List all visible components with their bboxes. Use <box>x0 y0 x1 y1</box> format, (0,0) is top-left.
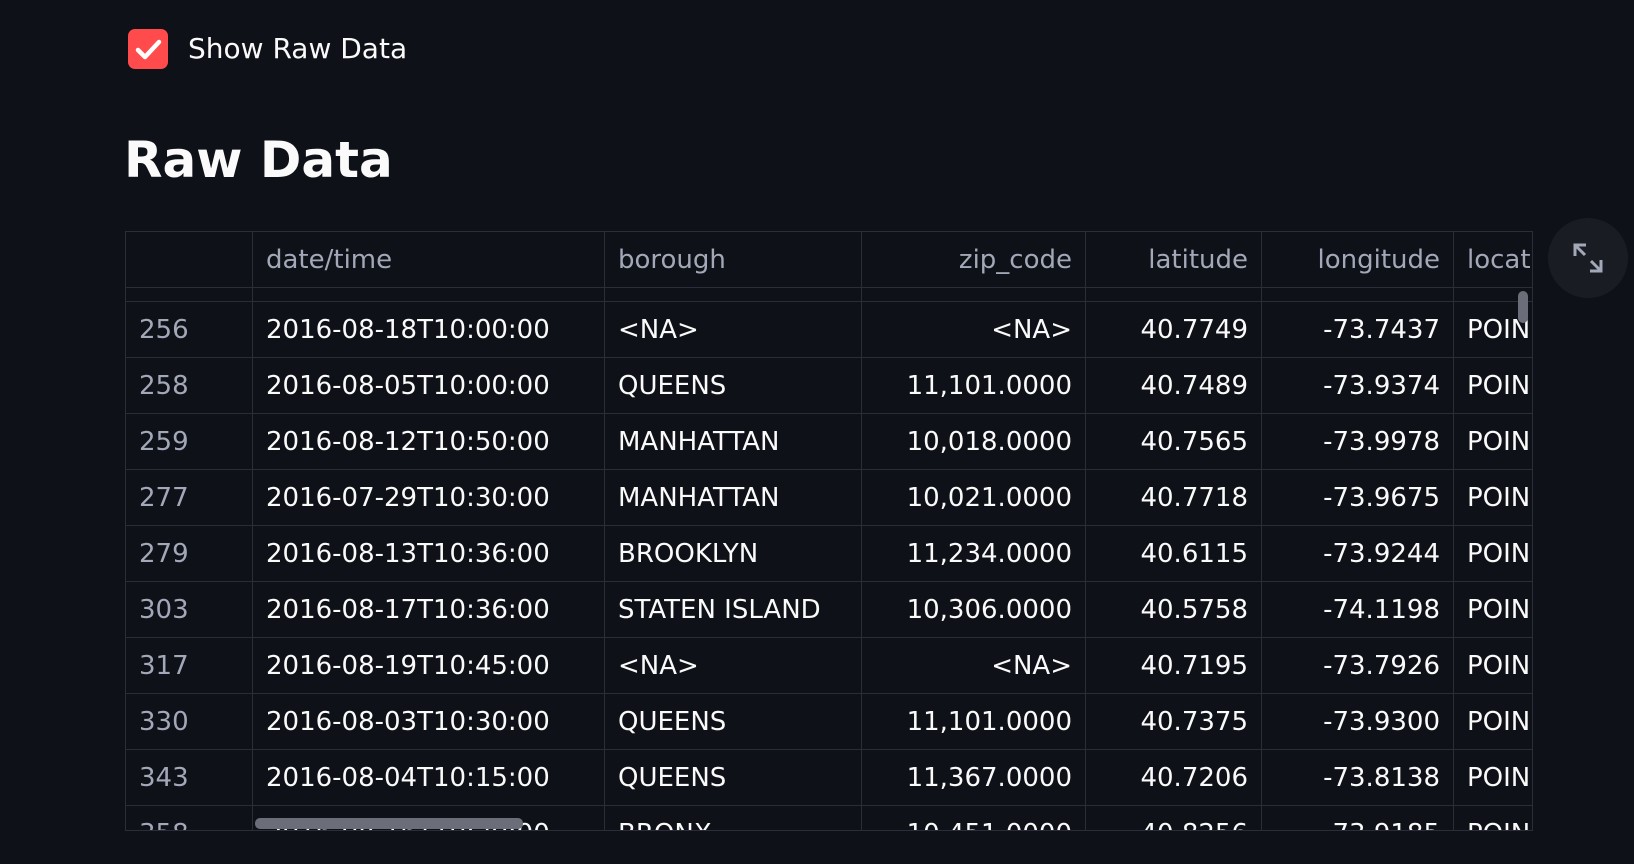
table-cell: -73.8138 <box>1262 750 1454 806</box>
table-cell: POIN <box>1454 414 1532 470</box>
table-cell: 40.7489 <box>1086 358 1262 414</box>
table-cell: 2016-08-13T10:36:00 <box>253 526 605 582</box>
table-cell: <NA> <box>605 302 862 358</box>
table-cell: 40.7375 <box>1086 694 1262 750</box>
table-cell: 11,367.0000 <box>862 750 1086 806</box>
partial-row <box>1454 288 1532 302</box>
table-cell: MANHATTAN <box>605 470 862 526</box>
index-header <box>126 232 253 288</box>
table-cell: 2016-08-19T10:45:00 <box>253 638 605 694</box>
table-cell: QUEENS <box>605 694 862 750</box>
partial-row <box>605 288 862 302</box>
table-cell: QUEENS <box>605 750 862 806</box>
table-cell: 10,451.0000 <box>862 806 1086 830</box>
row-index: 317 <box>126 638 253 694</box>
table-cell: 40.5758 <box>1086 582 1262 638</box>
table-cell: -73.9300 <box>1262 694 1454 750</box>
table-cell: QUEENS <box>605 358 862 414</box>
table-cell: POIN <box>1454 302 1532 358</box>
table-cell: POIN <box>1454 638 1532 694</box>
table-cell: 2016-07-29T10:30:00 <box>253 470 605 526</box>
table-cell: 2016-08-03T10:30:00 <box>253 694 605 750</box>
column-header: longitude <box>1262 232 1454 288</box>
table-cell: -73.9244 <box>1262 526 1454 582</box>
table-cell: 40.7206 <box>1086 750 1262 806</box>
column-header: date/time <box>253 232 605 288</box>
row-index: 303 <box>126 582 253 638</box>
row-index: 343 <box>126 750 253 806</box>
check-icon <box>135 39 162 60</box>
horizontal-scrollbar[interactable] <box>255 818 523 829</box>
table-cell: POIN <box>1454 358 1532 414</box>
table-cell: <NA> <box>862 302 1086 358</box>
table-cell: 11,101.0000 <box>862 358 1086 414</box>
heading: Raw Data <box>124 131 393 189</box>
table-cell: POIN <box>1454 526 1532 582</box>
table-cell: 40.7718 <box>1086 470 1262 526</box>
column-header: zip_code <box>862 232 1086 288</box>
row-index: 279 <box>126 526 253 582</box>
row-index: 330 <box>126 694 253 750</box>
table-cell: 2016-08-12T10:50:00 <box>253 414 605 470</box>
column-header: locat <box>1454 232 1532 288</box>
partial-row <box>126 288 253 302</box>
table-cell: 40.8256 <box>1086 806 1262 830</box>
row-index: 256 <box>126 302 253 358</box>
table-cell: BROOKLYN <box>605 526 862 582</box>
table-cell: -73.9185 <box>1262 806 1454 830</box>
table-cell: -74.1198 <box>1262 582 1454 638</box>
table-cell: 40.7195 <box>1086 638 1262 694</box>
table-cell: 11,234.0000 <box>862 526 1086 582</box>
column-header: borough <box>605 232 862 288</box>
row-index: 258 <box>126 358 253 414</box>
expand-button[interactable] <box>1548 218 1628 298</box>
partial-row <box>1086 288 1262 302</box>
row-index: 277 <box>126 470 253 526</box>
checkbox[interactable] <box>128 29 168 69</box>
row-index: 259 <box>126 414 253 470</box>
table-cell: POIN <box>1454 694 1532 750</box>
table-cell: 10,021.0000 <box>862 470 1086 526</box>
table-cell: <NA> <box>862 638 1086 694</box>
table-cell: BRONX <box>605 806 862 830</box>
table-cell: -73.9675 <box>1262 470 1454 526</box>
table-cell: 10,306.0000 <box>862 582 1086 638</box>
table-cell: POIN <box>1454 806 1532 830</box>
table-cell: 2016-08-18T10:00:00 <box>253 302 605 358</box>
table-cell: -73.7437 <box>1262 302 1454 358</box>
table-cell: 2016-08-17T10:36:00 <box>253 582 605 638</box>
table-cell: POIN <box>1454 582 1532 638</box>
table-cell: <NA> <box>605 638 862 694</box>
table-cell: 2016-08-05T10:00:00 <box>253 358 605 414</box>
table-cell: STATEN ISLAND <box>605 582 862 638</box>
table-cell: MANHATTAN <box>605 414 862 470</box>
table-cell: 40.7749 <box>1086 302 1262 358</box>
expand-icon <box>1573 243 1603 273</box>
table-cell: POIN <box>1454 750 1532 806</box>
partial-row <box>253 288 605 302</box>
table-cell: 40.6115 <box>1086 526 1262 582</box>
data-table[interactable]: date/time borough zip_code latitude longitud… <box>125 231 1533 831</box>
table-cell: -73.9374 <box>1262 358 1454 414</box>
column-header: latitude <box>1086 232 1262 288</box>
row-index: 358 <box>126 806 253 830</box>
table-cell: 40.7565 <box>1086 414 1262 470</box>
table-cell: POIN <box>1454 470 1532 526</box>
vertical-scrollbar[interactable] <box>1518 291 1528 323</box>
table-cell: 2016-08-04T10:15:00 <box>253 750 605 806</box>
table-cell: 11,101.0000 <box>862 694 1086 750</box>
table-cell: 10,018.0000 <box>862 414 1086 470</box>
checkbox-label[interactable]: Show Raw Data <box>188 32 408 65</box>
table-cell: -73.9978 <box>1262 414 1454 470</box>
table-cell: -73.7926 <box>1262 638 1454 694</box>
partial-row <box>862 288 1086 302</box>
partial-row <box>1262 288 1454 302</box>
